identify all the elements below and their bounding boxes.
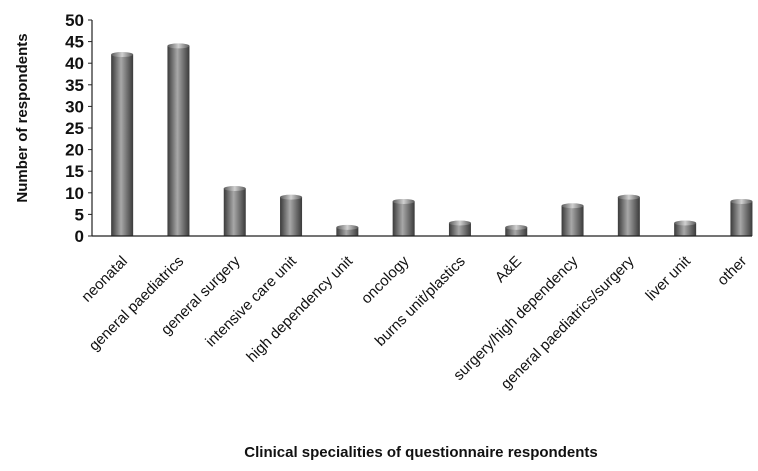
bar (730, 201, 753, 236)
bar (505, 227, 528, 236)
bars (111, 43, 753, 237)
bar-cap (561, 203, 584, 209)
bar-cap (448, 220, 471, 226)
bar-cap (280, 194, 303, 200)
y-tick-label: 50 (65, 11, 84, 30)
x-tick-label: neonatal (78, 253, 131, 306)
bar-cap (336, 224, 359, 230)
y-tick-label: 15 (65, 162, 84, 181)
y-tick-label: 10 (65, 184, 84, 203)
bar (336, 227, 359, 236)
y-axis-title: Number of respondents (14, 33, 31, 202)
bar (223, 188, 246, 236)
x-tick-label: high dependency unit (243, 252, 356, 365)
y-tick-label: 20 (65, 141, 84, 160)
y-axis: 0 5 10 15 20 25 30 35 40 45 50 (65, 11, 93, 246)
bar (111, 54, 134, 237)
bar (167, 45, 190, 236)
bar-cap (674, 220, 697, 226)
bar (448, 223, 471, 236)
bar (617, 197, 640, 236)
bar-cap (505, 224, 528, 230)
bar (561, 205, 584, 236)
x-tick-label: general paediatrics (86, 253, 188, 355)
bar-cap (617, 194, 640, 200)
bar (674, 223, 697, 236)
bar-cap (111, 52, 134, 58)
x-tick-label: oncology (358, 252, 413, 307)
y-tick-label: 45 (65, 33, 84, 52)
y-tick-label: 0 (75, 227, 84, 246)
y-tick-label: 25 (65, 119, 84, 138)
x-tick-label: liver unit (642, 252, 694, 304)
bar-cap (730, 198, 753, 204)
y-tick-label: 30 (65, 97, 84, 116)
y-tick-label: 5 (75, 205, 84, 224)
bar (280, 197, 303, 236)
x-tick-label: other (714, 253, 750, 289)
x-axis-title: Clinical specialities of questionnaire r… (244, 444, 597, 461)
bar (392, 201, 415, 236)
y-tick-label: 40 (65, 54, 84, 73)
bar-cap (392, 198, 415, 204)
bar-cap (223, 185, 246, 191)
y-tick-label: 35 (65, 76, 84, 95)
x-tick-label: A&E (492, 253, 525, 286)
bar-cap (167, 43, 190, 49)
